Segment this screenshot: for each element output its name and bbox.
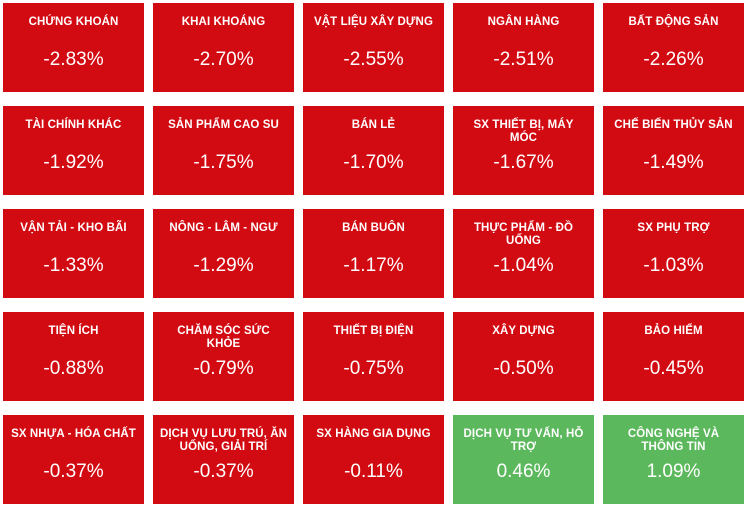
sector-tile[interactable]: THIẾT BỊ ĐIỆN -0.75% (303, 312, 444, 401)
sector-change-value: -1.75% (193, 152, 254, 173)
sector-change-value: -2.83% (43, 49, 104, 70)
sector-label: THIẾT BỊ ĐIỆN (333, 325, 414, 337)
sector-tile[interactable]: BẤT ĐỘNG SẢN -2.26% (603, 3, 744, 92)
sector-label: BẢO HIỂM (644, 325, 703, 337)
sector-tile[interactable]: TIỆN ÍCH -0.88% (3, 312, 144, 401)
sector-label: NÔNG - LÂM - NGƯ (169, 222, 278, 234)
sector-tile[interactable]: NGÂN HÀNG -2.51% (453, 3, 594, 92)
sector-change-value: -0.45% (643, 358, 704, 379)
sector-change-value: -1.49% (643, 152, 704, 173)
sector-change-value: -2.70% (193, 49, 254, 70)
sector-tile[interactable]: THỰC PHẨM - ĐỒ UỐNG -1.04% (453, 209, 594, 298)
sector-tile[interactable]: BẢO HIỂM -0.45% (603, 312, 744, 401)
sector-change-value: -0.79% (193, 358, 254, 379)
sector-label: SẢN PHẨM CAO SU (168, 119, 279, 131)
sector-change-value: -0.37% (193, 461, 254, 482)
sector-change-value: 0.46% (496, 461, 551, 482)
sector-label: VẬN TẢI - KHO BÃI (20, 222, 127, 234)
sector-label: KHAI KHOÁNG (181, 16, 266, 28)
sector-tile[interactable]: BÁN BUÔN -1.17% (303, 209, 444, 298)
sector-tile[interactable]: CHẾ BIẾN THỦY SẢN -1.49% (603, 106, 744, 195)
sector-tile[interactable]: SX THIẾT BỊ, MÁY MÓC -1.67% (453, 106, 594, 195)
sector-label: SX PHỤ TRỢ (637, 222, 710, 234)
sector-change-value: -1.33% (43, 255, 104, 276)
sector-change-value: -1.03% (643, 255, 704, 276)
sector-label: CÔNG NGHỆ VÀ THÔNG TIN (627, 428, 720, 453)
sector-label: CHỨNG KHOÁN (28, 16, 119, 28)
sector-label: CHĂM SÓC SỨC KHỎE (177, 325, 270, 350)
sector-change-value: -2.51% (493, 49, 554, 70)
sector-change-value: -0.11% (344, 461, 403, 482)
sector-tile[interactable]: XÂY DỰNG -0.50% (453, 312, 594, 401)
sector-label: BÁN BUÔN (342, 222, 405, 234)
sector-label: TIỆN ÍCH (48, 325, 99, 337)
sector-label: BẤT ĐỘNG SẢN (628, 16, 719, 28)
sector-label: XÂY DỰNG (492, 325, 555, 337)
sector-change-value: 1.09% (646, 461, 701, 482)
sector-change-value: -2.55% (343, 49, 404, 70)
sector-change-value: -1.67% (493, 152, 554, 173)
sector-tile[interactable]: TÀI CHÍNH KHÁC -1.92% (3, 106, 144, 195)
sector-change-value: -0.50% (493, 358, 554, 379)
sector-tile[interactable]: NÔNG - LÂM - NGƯ -1.29% (153, 209, 294, 298)
sector-tile[interactable]: CHỨNG KHOÁN -2.83% (3, 3, 144, 92)
sector-change-value: -1.04% (493, 255, 554, 276)
sector-tile[interactable]: VẬT LIỆU XÂY DỰNG -2.55% (303, 3, 444, 92)
sector-tile[interactable]: SX NHỰA - HÓA CHẤT -0.37% (3, 415, 144, 504)
sector-label: THỰC PHẨM - ĐỒ UỐNG (473, 222, 574, 247)
sector-tile[interactable]: DỊCH VỤ TƯ VẤN, HỖ TRỢ 0.46% (453, 415, 594, 504)
sector-tile[interactable]: VẬN TẢI - KHO BÃI -1.33% (3, 209, 144, 298)
sector-tile[interactable]: BÁN LẺ -1.70% (303, 106, 444, 195)
sector-change-value: -0.75% (343, 358, 404, 379)
sector-tile[interactable]: CHĂM SÓC SỨC KHỎE -0.79% (153, 312, 294, 401)
sector-change-value: -1.17% (343, 255, 404, 276)
sector-label: SX HÀNG GIA DỤNG (316, 428, 431, 440)
sector-tile[interactable]: SX HÀNG GIA DỤNG -0.11% (303, 415, 444, 504)
sector-tile[interactable]: KHAI KHOÁNG -2.70% (153, 3, 294, 92)
sector-label: CHẾ BIẾN THỦY SẢN (614, 119, 733, 131)
sector-tile[interactable]: CÔNG NGHỆ VÀ THÔNG TIN 1.09% (603, 415, 744, 504)
sector-label: SX THIẾT BỊ, MÁY MÓC (473, 119, 574, 144)
sector-label: TÀI CHÍNH KHÁC (25, 119, 122, 131)
sector-change-value: -0.37% (43, 461, 104, 482)
sector-tile[interactable]: SẢN PHẨM CAO SU -1.75% (153, 106, 294, 195)
sector-change-value: -1.29% (193, 255, 254, 276)
sector-label: DỊCH VỤ LƯU TRÚ, ĂN UỐNG, GIẢI TRÍ (159, 428, 288, 453)
sector-tile[interactable]: SX PHỤ TRỢ -1.03% (603, 209, 744, 298)
sector-heatmap: CHỨNG KHOÁN -2.83% KHAI KHOÁNG -2.70% VẬT LI… (3, 3, 747, 504)
sector-label: VẬT LIỆU XÂY DỰNG (313, 16, 433, 28)
sector-change-value: -0.88% (43, 358, 104, 379)
sector-change-value: -2.26% (643, 49, 704, 70)
sector-tile[interactable]: DỊCH VỤ LƯU TRÚ, ĂN UỐNG, GIẢI TRÍ -0.37% (153, 415, 294, 504)
sector-change-value: -1.70% (343, 152, 404, 173)
sector-label: DỊCH VỤ TƯ VẤN, HỖ TRỢ (463, 428, 584, 453)
sector-change-value: -1.92% (43, 152, 104, 173)
sector-label: BÁN LẺ (351, 119, 396, 131)
sector-label: SX NHỰA - HÓA CHẤT (11, 428, 136, 440)
sector-label: NGÂN HÀNG (487, 16, 560, 28)
